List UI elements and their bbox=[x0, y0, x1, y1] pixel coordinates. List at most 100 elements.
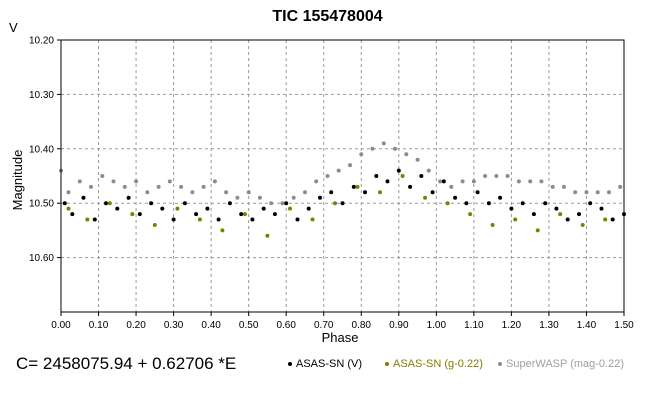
x-tick-label: 1.30 bbox=[539, 320, 559, 331]
point-asas-sn-v bbox=[62, 201, 67, 206]
grid bbox=[61, 40, 624, 312]
point-asas-sn-v bbox=[374, 174, 379, 178]
point-asas-sn-v bbox=[149, 201, 154, 206]
point-asas-sn-g-0-22 bbox=[333, 201, 337, 206]
ephemeris-text: C= 2458075.94 + 0.62706 *E bbox=[16, 354, 237, 373]
point-asas-sn-v bbox=[554, 206, 559, 211]
point-asas-sn-v bbox=[486, 201, 491, 206]
point-asas-sn-v bbox=[272, 212, 277, 217]
point-asas-sn-g-0-22 bbox=[310, 217, 315, 222]
point-superwasp-mag-0-22 bbox=[77, 179, 82, 184]
x-tick-label: 0.00 bbox=[51, 320, 71, 331]
point-asas-sn-v bbox=[284, 201, 289, 206]
point-superwasp-mag-0-22 bbox=[483, 174, 488, 178]
point-asas-sn-g-0-22 bbox=[197, 217, 202, 222]
point-asas-sn-v bbox=[363, 190, 367, 195]
point-asas-sn-v bbox=[137, 212, 142, 217]
x-tick-label: 0.30 bbox=[164, 320, 184, 331]
point-superwasp-mag-0-22 bbox=[426, 168, 431, 173]
point-asas-sn-v bbox=[419, 174, 424, 178]
point-superwasp-mag-0-22 bbox=[100, 174, 105, 178]
point-asas-sn-v bbox=[588, 201, 593, 206]
y-tick-label: 10.30 bbox=[29, 90, 54, 101]
x-tick-label: 0.50 bbox=[239, 320, 259, 331]
point-superwasp-mag-0-22 bbox=[291, 195, 296, 200]
point-superwasp-mag-0-22 bbox=[348, 163, 352, 168]
legend-label-asas-sn-g: ASAS-SN (g-0.22) bbox=[393, 358, 483, 370]
band-label: V bbox=[9, 20, 18, 35]
legend-marker-asas-sn-v bbox=[288, 362, 292, 367]
point-asas-sn-g-0-22 bbox=[378, 190, 382, 195]
point-asas-sn-v bbox=[565, 217, 570, 222]
point-superwasp-mag-0-22 bbox=[460, 179, 465, 184]
axis-ticks: 0.00 0.10 0.20 0.30 0.40 0.50 0.60 0.70 0.80 0.90… bbox=[29, 36, 634, 332]
x-tick-label: 1.10 bbox=[464, 320, 484, 331]
x-tick-label: 0.70 bbox=[314, 320, 334, 331]
point-asas-sn-v bbox=[520, 201, 525, 206]
legend-label-superwasp: SuperWASP (mag-0.22) bbox=[506, 358, 624, 370]
point-asas-sn-v bbox=[475, 190, 480, 195]
point-superwasp-mag-0-22 bbox=[336, 168, 341, 173]
point-superwasp-mag-0-22 bbox=[314, 179, 319, 184]
legend-marker-superwasp bbox=[498, 362, 502, 367]
point-asas-sn-v bbox=[340, 201, 345, 206]
point-asas-sn-v bbox=[329, 190, 334, 195]
point-superwasp-mag-0-22 bbox=[190, 190, 195, 195]
point-superwasp-mag-0-22 bbox=[145, 190, 150, 195]
point-superwasp-mag-0-22 bbox=[156, 184, 161, 189]
point-superwasp-mag-0-22 bbox=[595, 190, 600, 195]
point-asas-sn-g-0-22 bbox=[265, 233, 270, 238]
point-asas-sn-v bbox=[227, 201, 232, 206]
x-tick-label: 0.20 bbox=[126, 320, 146, 331]
point-asas-sn-v bbox=[498, 195, 503, 200]
point-asas-sn-v bbox=[385, 179, 390, 184]
point-asas-sn-v bbox=[453, 195, 458, 200]
point-asas-sn-v bbox=[318, 195, 322, 200]
point-asas-sn-v bbox=[408, 184, 413, 189]
point-asas-sn-v bbox=[81, 195, 86, 200]
point-asas-sn-g-0-22 bbox=[580, 223, 585, 227]
point-superwasp-mag-0-22 bbox=[122, 184, 127, 189]
point-superwasp-mag-0-22 bbox=[584, 190, 589, 195]
point-asas-sn-v bbox=[441, 179, 446, 184]
point-asas-sn-v bbox=[599, 206, 604, 211]
point-superwasp-mag-0-22 bbox=[257, 195, 262, 200]
point-superwasp-mag-0-22 bbox=[325, 174, 330, 178]
point-superwasp-mag-0-22 bbox=[404, 152, 409, 157]
chart-title: TIC 155478004 bbox=[272, 8, 383, 25]
point-superwasp-mag-0-22 bbox=[303, 190, 307, 195]
x-tick-label: 0.60 bbox=[276, 320, 296, 331]
point-superwasp-mag-0-22 bbox=[505, 174, 510, 178]
legend-marker-asas-sn-g bbox=[385, 362, 389, 367]
point-asas-sn-g-0-22 bbox=[130, 212, 135, 217]
point-superwasp-mag-0-22 bbox=[573, 190, 578, 195]
x-tick-label: 0.40 bbox=[201, 320, 221, 331]
point-superwasp-mag-0-22 bbox=[539, 179, 544, 184]
plot-frame bbox=[60, 39, 625, 313]
point-asas-sn-g-0-22 bbox=[242, 212, 247, 217]
x-tick-label: 1.40 bbox=[577, 320, 597, 331]
point-asas-sn-v bbox=[216, 217, 221, 222]
point-superwasp-mag-0-22 bbox=[618, 184, 623, 189]
point-asas-sn-v bbox=[306, 206, 311, 211]
point-asas-sn-v bbox=[126, 195, 131, 200]
point-superwasp-mag-0-22 bbox=[393, 146, 397, 151]
point-asas-sn-v bbox=[194, 212, 199, 217]
x-tick-label: 0.90 bbox=[389, 320, 409, 331]
point-asas-sn-v bbox=[115, 206, 120, 211]
point-asas-sn-g-0-22 bbox=[558, 212, 563, 217]
point-superwasp-mag-0-22 bbox=[494, 174, 499, 178]
point-superwasp-mag-0-22 bbox=[415, 157, 420, 162]
point-asas-sn-v bbox=[160, 206, 165, 211]
point-superwasp-mag-0-22 bbox=[370, 146, 375, 151]
point-superwasp-mag-0-22 bbox=[66, 190, 71, 195]
point-asas-sn-v bbox=[295, 217, 300, 222]
point-superwasp-mag-0-22 bbox=[280, 201, 285, 206]
point-superwasp-mag-0-22 bbox=[607, 190, 611, 195]
point-superwasp-mag-0-22 bbox=[134, 179, 139, 184]
y-tick-label: 10.20 bbox=[29, 36, 54, 47]
x-tick-label: 1.50 bbox=[614, 320, 634, 331]
point-superwasp-mag-0-22 bbox=[179, 184, 184, 189]
y-tick-label: 10.60 bbox=[29, 253, 54, 264]
